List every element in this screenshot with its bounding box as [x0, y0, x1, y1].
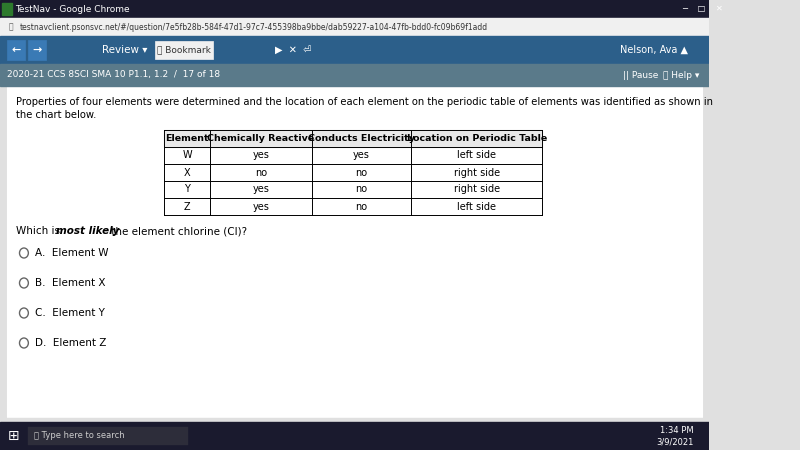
- Bar: [28, 427, 188, 445]
- Text: yes: yes: [253, 184, 270, 194]
- Text: Z: Z: [184, 202, 190, 211]
- Bar: [0, 18, 709, 36]
- Text: B.  Element X: B. Element X: [34, 278, 105, 288]
- Bar: [7, 82, 702, 418]
- Bar: [28, 40, 46, 60]
- Text: W: W: [182, 150, 192, 161]
- Text: the element chlorine (Cl)?: the element chlorine (Cl)?: [108, 226, 247, 236]
- Text: X: X: [184, 167, 190, 177]
- Text: most likely: most likely: [56, 226, 119, 236]
- Circle shape: [19, 248, 28, 258]
- Text: || Pause: || Pause: [623, 71, 658, 80]
- Bar: [7, 40, 25, 60]
- Text: 2020-21 CCS 8SCI SMA 10 P1.1, 1.2  /  17 of 18: 2020-21 CCS 8SCI SMA 10 P1.1, 1.2 / 17 o…: [7, 71, 220, 80]
- Text: D.  Element Z: D. Element Z: [34, 338, 106, 348]
- Text: ⊞: ⊞: [7, 429, 19, 443]
- Text: A.  Element W: A. Element W: [34, 248, 108, 258]
- Circle shape: [19, 278, 28, 288]
- Text: 🔖 Bookmark: 🔖 Bookmark: [157, 45, 210, 54]
- Text: Location on Periodic Table: Location on Periodic Table: [406, 134, 547, 143]
- Text: Chemically Reactive: Chemically Reactive: [207, 134, 314, 143]
- Text: yes: yes: [353, 150, 370, 161]
- Text: yes: yes: [253, 202, 270, 211]
- Text: 🔒: 🔒: [9, 22, 14, 32]
- Text: ─    □    ✕: ─ □ ✕: [682, 4, 723, 13]
- Text: left side: left side: [458, 202, 496, 211]
- Text: Element: Element: [165, 134, 209, 143]
- Text: Properties of four elements were determined and the location of each element on : Properties of four elements were determi…: [16, 97, 713, 107]
- Text: Conducts Electricity: Conducts Electricity: [308, 134, 415, 143]
- Text: C.  Element Y: C. Element Y: [34, 308, 105, 318]
- Circle shape: [19, 308, 28, 318]
- Bar: [0, 0, 709, 18]
- Text: right side: right side: [454, 184, 500, 194]
- Text: no: no: [355, 202, 368, 211]
- Bar: [0, 36, 709, 64]
- Bar: [155, 41, 213, 59]
- Text: 1:34 PM
3/9/2021: 1:34 PM 3/9/2021: [657, 426, 694, 446]
- Bar: [0, 422, 709, 450]
- Text: →: →: [33, 45, 42, 55]
- Text: 🔍 Type here to search: 🔍 Type here to search: [34, 432, 124, 441]
- Text: ▶  ✕  ⏎: ▶ ✕ ⏎: [274, 45, 311, 55]
- Text: Y: Y: [184, 184, 190, 194]
- Text: yes: yes: [253, 150, 270, 161]
- Text: right side: right side: [454, 167, 500, 177]
- Text: the chart below.: the chart below.: [16, 110, 96, 120]
- Bar: [164, 130, 542, 147]
- Bar: [2, 425, 25, 447]
- Text: left side: left side: [458, 150, 496, 161]
- Bar: [2, 3, 13, 15]
- Text: Review ▾: Review ▾: [102, 45, 147, 55]
- Bar: [0, 418, 709, 430]
- Bar: [0, 64, 709, 86]
- Text: TestNav - Google Chrome: TestNav - Google Chrome: [15, 4, 130, 13]
- Circle shape: [19, 338, 28, 348]
- Text: no: no: [355, 184, 368, 194]
- Text: testnavclient.psonsvc.net/#/question/7e5fb28b-584f-47d1-97c7-455398ba9bbe/dab592: testnavclient.psonsvc.net/#/question/7e5…: [19, 22, 488, 32]
- Text: Nelson, Ava ▲: Nelson, Ava ▲: [621, 45, 689, 55]
- Text: ←: ←: [11, 45, 21, 55]
- Text: ❓ Help ▾: ❓ Help ▾: [663, 71, 699, 80]
- Text: no: no: [355, 167, 368, 177]
- Text: no: no: [255, 167, 267, 177]
- Text: Which is: Which is: [16, 226, 63, 236]
